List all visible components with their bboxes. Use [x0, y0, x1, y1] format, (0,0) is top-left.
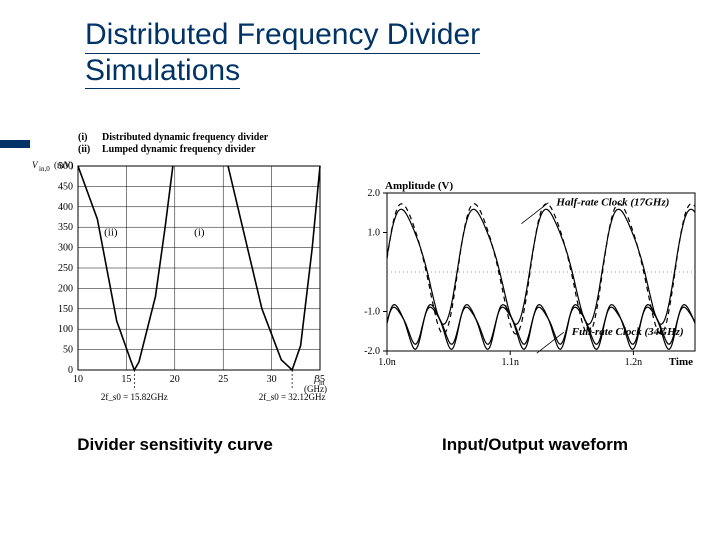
- svg-text:2.0: 2.0: [368, 188, 381, 199]
- svg-text:(ii): (ii): [78, 144, 90, 155]
- title-line-2: Simulations: [85, 54, 240, 90]
- svg-text:Half-rate Clock (17GHz): Half-rate Clock (17GHz): [555, 197, 669, 209]
- svg-text:(i): (i): [78, 132, 87, 143]
- svg-text:450: 450: [58, 181, 73, 192]
- svg-text:20: 20: [170, 374, 180, 385]
- svg-text:10: 10: [73, 374, 83, 385]
- svg-text:1.0: 1.0: [368, 228, 381, 239]
- svg-text:-2.0: -2.0: [364, 346, 380, 357]
- svg-text:in,0: in,0: [39, 165, 50, 173]
- svg-text:200: 200: [58, 283, 73, 294]
- svg-text:250: 250: [58, 263, 73, 274]
- svg-text:150: 150: [58, 304, 73, 315]
- svg-text:1.1n: 1.1n: [501, 357, 519, 368]
- svg-text:Distributed dynamic frequency: Distributed dynamic frequency divider: [102, 132, 269, 143]
- svg-text:2f_s0 = 32.12GHz: 2f_s0 = 32.12GHz: [259, 392, 326, 402]
- svg-text:Lumped dynamic frequency divid: Lumped dynamic frequency divider: [102, 144, 256, 155]
- svg-text:0: 0: [68, 365, 73, 376]
- svg-text:25: 25: [218, 374, 228, 385]
- svg-text:1.2n: 1.2n: [625, 357, 643, 368]
- svg-text:Amplitude (V): Amplitude (V): [385, 180, 453, 192]
- figure-right: -2.0 -1.0 1.0 2.0 1.0n 1.1n 1.2n Amplitude (V) T…: [345, 175, 705, 375]
- svg-text:350: 350: [58, 222, 73, 233]
- svg-text:30: 30: [267, 374, 277, 385]
- svg-text:300: 300: [58, 243, 73, 254]
- svg-text:100: 100: [58, 324, 73, 335]
- caption-left: Divider sensitivity curve: [65, 435, 285, 455]
- svg-text:50: 50: [63, 345, 73, 356]
- svg-text:-1.0: -1.0: [364, 307, 380, 318]
- svg-text:Time: Time: [669, 356, 693, 368]
- svg-text:(i): (i): [194, 226, 205, 238]
- slide-title: Distributed Frequency Divider Simulation…: [85, 18, 480, 89]
- title-line-1: Distributed Frequency Divider: [85, 18, 480, 54]
- figure-left: (i) Distributed dynamic frequency divider…: [30, 130, 330, 410]
- slide: Distributed Frequency Divider Simulation…: [0, 0, 720, 540]
- waveform-chart: -2.0 -1.0 1.0 2.0 1.0n 1.1n 1.2n Amplitude (V) T…: [345, 175, 705, 375]
- caption-right: Input/Output waveform: [405, 435, 665, 455]
- svg-text:Full-rate Clock (34GHz): Full-rate Clock (34GHz): [571, 326, 684, 338]
- svg-text:2f_s0 = 15.82GHz: 2f_s0 = 15.82GHz: [101, 392, 168, 402]
- svg-text:15: 15: [121, 374, 131, 385]
- svg-text:V: V: [32, 160, 39, 170]
- svg-text:(ii): (ii): [104, 226, 118, 238]
- svg-text:1.0n: 1.0n: [378, 357, 396, 368]
- svg-text:400: 400: [58, 202, 73, 213]
- svg-text:(mV): (mV): [54, 160, 74, 170]
- sensitivity-chart: (i) Distributed dynamic frequency divider…: [30, 130, 330, 410]
